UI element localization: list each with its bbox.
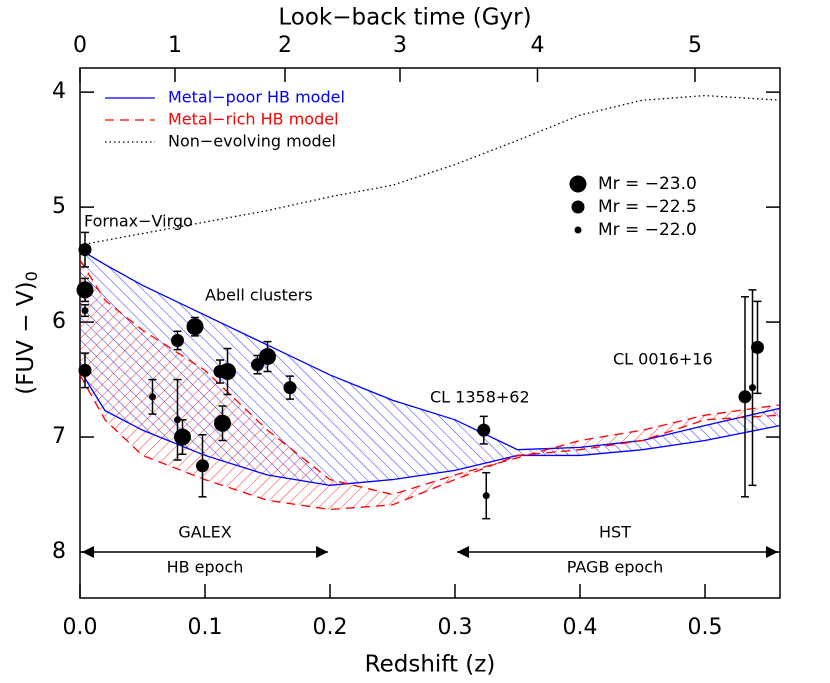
data-point [81,307,89,315]
y-tick-label: 6 [52,309,66,334]
data-point [482,492,490,500]
data-point [186,318,204,336]
data-point [213,365,227,379]
annotation: Abell clusters [205,286,313,305]
x-axis-label: Redshift (z) [365,652,496,678]
legend-label: Metal−rich HB model [168,110,339,129]
data-point [78,363,92,377]
data-point [174,416,181,424]
data-point [749,384,756,392]
data-point [751,340,764,354]
x-tick-label: 0.4 [563,615,598,640]
y-axis-label-main: (FUV − V) [13,281,39,394]
y-tick-label: 7 [52,424,66,449]
x2-tick-label: 4 [531,33,545,58]
legend-marker [569,175,587,193]
x2-axis-label: Look−back time (Gyr) [278,5,531,31]
data-point [174,428,191,446]
data-point [259,348,276,366]
legend-marker [571,200,585,214]
y-axis-label: (FUV − V)0 [13,271,41,395]
x2-tick-label: 0 [73,33,87,58]
x-tick-label: 0.1 [188,615,223,640]
legend-label: Metal−poor HB model [168,88,345,107]
x-tick-label: 0.5 [688,615,723,640]
data-point [78,243,92,257]
data-point [171,333,184,347]
data-point [738,390,752,404]
annotation: HB epoch [167,558,244,577]
annotation: HST [599,523,631,542]
x2-tick-label: 5 [688,33,702,58]
model-line [79,94,781,246]
data-point [76,281,94,299]
annotation: CL 0016+16 [613,350,713,369]
annotation: CL 1358+62 [430,388,530,407]
legend-label: Mr = −23.0 [598,174,697,194]
legend-label: Non−evolving model [168,132,336,151]
x-tick-label: 0.3 [438,615,473,640]
annotation: GALEX [178,523,231,542]
x-tick-label: 0.0 [63,615,98,640]
data-point [214,414,231,432]
y-tick-label: 5 [52,194,66,219]
x2-tick-label: 2 [278,33,292,58]
model-line [79,370,781,486]
legend-marker [574,226,582,234]
legend-label: Mr = −22.5 [598,197,697,217]
y-axis-label-sub: 0 [22,271,41,281]
x-tick-label: 0.2 [313,615,348,640]
x2-tick-label: 1 [168,33,182,58]
model-line [79,259,781,496]
annotation: Fornax−Virgo [84,212,193,231]
x2-tick-label: 3 [393,33,407,58]
data-point [251,358,264,372]
data-point [283,381,297,395]
data-point [477,423,491,437]
annotation: PAGB epoch [567,558,663,577]
y-tick-label: 8 [52,539,66,564]
model-band [80,259,780,510]
legend-label: Mr = −22.0 [598,220,697,240]
data-point [149,393,156,401]
data-point [196,459,209,473]
model-line [79,374,781,511]
y-tick-label: 4 [52,79,66,104]
